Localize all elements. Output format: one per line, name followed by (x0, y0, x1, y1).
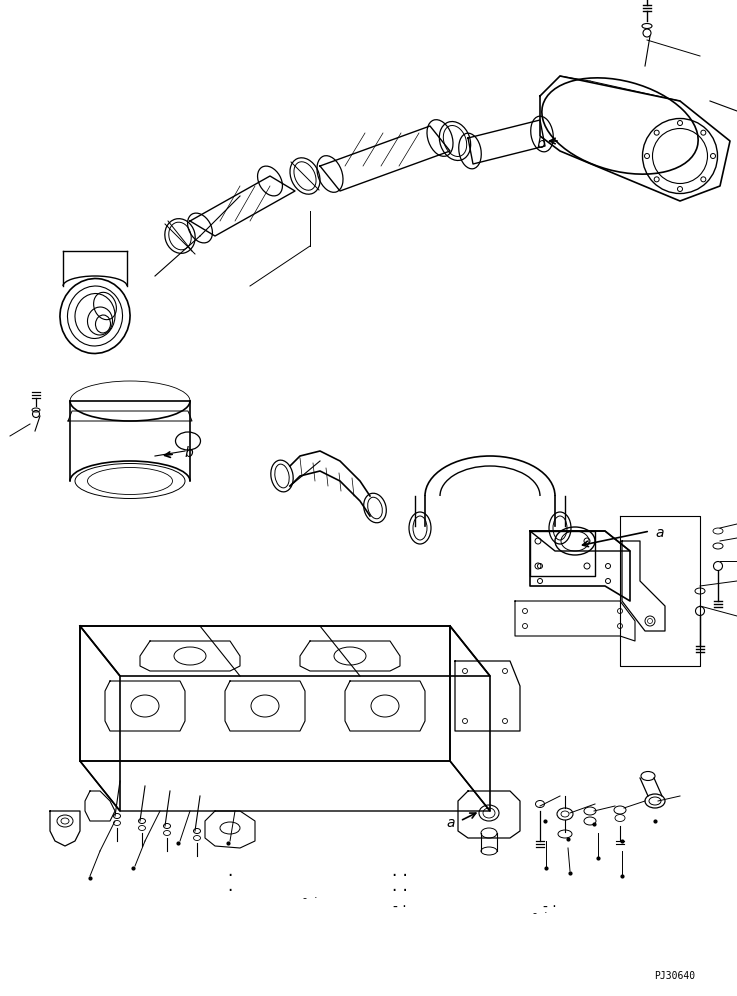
Text: · ·: · · (392, 867, 408, 885)
Text: a: a (447, 816, 455, 830)
Text: ·: · (228, 867, 233, 885)
Text: - ·: - · (543, 900, 557, 914)
Text: · ·: · · (392, 882, 408, 900)
Text: - ·: - · (393, 900, 407, 914)
Text: -  ·: - · (533, 908, 548, 918)
Text: ·: · (228, 882, 233, 900)
Text: -  ·: - · (303, 893, 318, 903)
Text: PJ30640: PJ30640 (654, 971, 695, 981)
Text: a: a (655, 526, 663, 540)
Text: b: b (537, 137, 545, 151)
Ellipse shape (542, 78, 698, 174)
Text: b: b (185, 446, 194, 460)
